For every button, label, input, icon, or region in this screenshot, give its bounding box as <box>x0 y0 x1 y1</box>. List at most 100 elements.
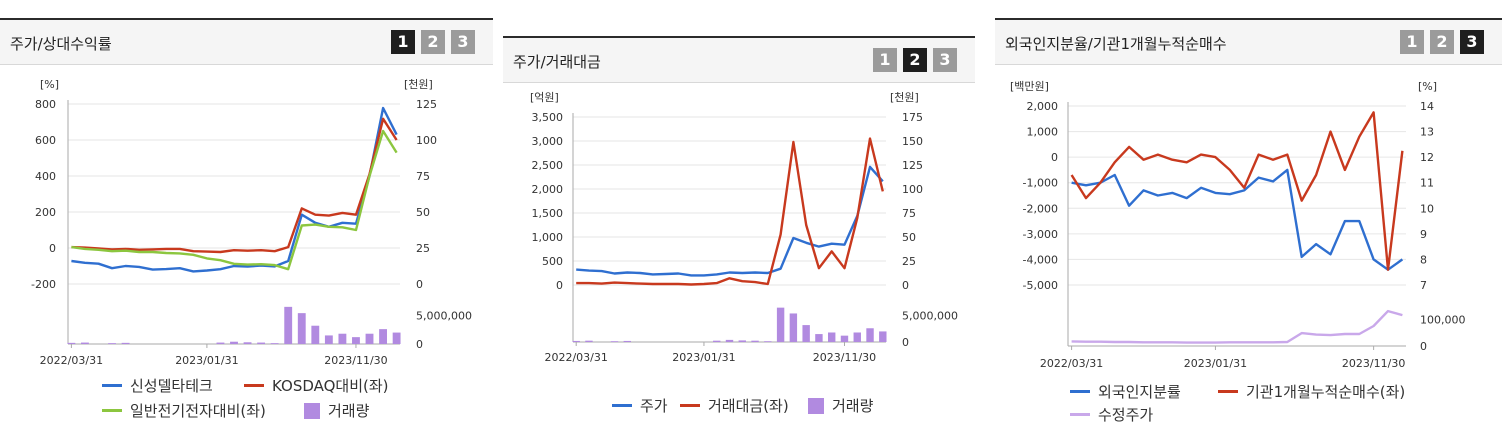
right-tick-label: 13 <box>1420 126 1434 139</box>
right-tick-label: 8 <box>1420 253 1427 266</box>
volume-bar <box>585 340 593 342</box>
chart-button-1[interactable]: 1 <box>391 30 415 54</box>
x-tick-label: 2023/01/31 <box>1184 357 1247 370</box>
chart-button-1[interactable]: 1 <box>1400 30 1424 54</box>
legend-label: 거래대금(좌) <box>708 397 789 415</box>
volume-bar <box>815 334 823 342</box>
left-tick-label: 500 <box>542 255 563 268</box>
legend-swatch <box>244 384 264 387</box>
volume-bar <box>379 329 387 344</box>
volume-bar <box>352 337 360 344</box>
volume-bar <box>270 343 279 344</box>
panel-header: 주가/상대수익률 1 2 3 <box>0 20 493 65</box>
left-axis-unit: [%] <box>40 78 59 91</box>
panel-title: 주가/거래대금 <box>513 53 601 71</box>
volume-bar <box>257 342 266 344</box>
left-tick-label: -3,000 <box>1023 228 1058 241</box>
chart-button-1[interactable]: 1 <box>873 48 897 72</box>
right-tick-label: 50 <box>902 231 916 244</box>
x-tick-label: 2023/11/30 <box>324 354 387 367</box>
left-tick-label: -200 <box>31 278 56 291</box>
left-tick-label: 800 <box>35 98 56 111</box>
volume-bar <box>751 340 759 342</box>
chart-button-2[interactable]: 2 <box>421 30 445 54</box>
volume-tick-label: 0 <box>1420 340 1427 353</box>
chart-button-2[interactable]: 2 <box>903 48 927 72</box>
chart-button-2[interactable]: 2 <box>1430 30 1454 54</box>
x-tick-label: 2023/11/30 <box>1342 357 1405 370</box>
left-tick-label: 2,000 <box>1027 100 1059 113</box>
right-tick-label: 12 <box>1420 151 1434 164</box>
volume-bar <box>866 328 874 342</box>
volume-bar <box>802 325 810 342</box>
legend-swatch <box>680 404 700 407</box>
right-tick-label: 100 <box>902 183 923 196</box>
chart-switch-buttons: 1 2 3 <box>391 30 475 54</box>
volume-bar <box>725 339 734 342</box>
volume-bar <box>230 341 238 344</box>
volume-bar <box>108 343 116 344</box>
right-tick-label: 50 <box>416 206 430 219</box>
right-tick-label: 11 <box>1420 177 1434 190</box>
chart-legend: 외국인지분률 기관1개월누적순매수(좌) 수정주가 <box>995 0 1502 424</box>
left-tick-label: 1,500 <box>532 207 564 220</box>
series-line <box>576 137 884 286</box>
chart-button-3[interactable]: 3 <box>933 48 957 72</box>
volume-bar <box>840 335 849 342</box>
chart-switch-buttons: 1 2 3 <box>1400 30 1484 54</box>
panel-title: 외국인지분율/기관1개월누적순매수 <box>1005 35 1227 53</box>
series-line <box>1070 111 1404 271</box>
left-tick-label: 0 <box>556 279 563 292</box>
volume-bar <box>324 335 333 344</box>
left-tick-label: 1,000 <box>1027 126 1059 139</box>
right-tick-label: 0 <box>902 279 909 292</box>
legend-label: 주가 <box>640 397 668 415</box>
x-tick-label: 2023/01/31 <box>672 351 735 364</box>
left-tick-label: 200 <box>35 206 56 219</box>
volume-tick-label: 5,000,000 <box>416 309 472 322</box>
left-axis-unit: [억원] <box>530 91 559 104</box>
x-tick-label: 2023/11/30 <box>813 351 876 364</box>
volume-bar <box>121 342 130 344</box>
left-tick-label: 1,000 <box>532 231 564 244</box>
right-tick-label: 150 <box>902 135 923 148</box>
x-tick-label: 2022/03/31 <box>40 354 103 367</box>
legend-item: 거래량 <box>304 400 369 421</box>
volume-bar <box>67 342 76 344</box>
legend-item: 주가 <box>612 395 668 416</box>
panel-top-border <box>503 36 975 38</box>
volume-bar <box>243 342 252 344</box>
legend-item: 거래량 <box>808 395 873 416</box>
series-line <box>1071 309 1403 344</box>
chart-canvas: [억원] [천원]05001,0001,5002,0002,5003,0003,5… <box>530 90 958 364</box>
left-tick-label: -1,000 <box>1023 177 1058 190</box>
panel-header: 주가/거래대금 1 2 3 <box>503 38 975 83</box>
chart-button-3[interactable]: 3 <box>451 30 475 54</box>
right-axis-unit: [천원] <box>404 77 433 91</box>
legend-swatch <box>304 402 320 419</box>
legend-label: 기관1개월누적순매수(좌) <box>1246 383 1406 401</box>
legend-item: KOSDAQ대비(좌) <box>244 375 389 396</box>
chart-canvas: [백만원] [%] -5,000 -4,000 -3,000 -2,000 -1,000 0 1… <box>1010 80 1466 370</box>
volume-bar <box>216 342 225 344</box>
series-line <box>71 117 398 254</box>
right-tick-label: 75 <box>416 170 430 183</box>
legend-swatch <box>102 384 122 387</box>
legend-item: 신성델타테크 <box>102 375 213 396</box>
volume-tick-label: 100,000 <box>1420 313 1466 326</box>
right-axis-unit: [%] <box>1418 80 1437 93</box>
volume-tick-label: 5,000,000 <box>902 310 958 323</box>
volume-bar <box>776 307 785 342</box>
right-tick-label: 25 <box>902 255 916 268</box>
right-tick-label: 100 <box>416 134 437 147</box>
legend-item: 외국인지분률 <box>1070 381 1181 402</box>
legend-label: 거래량 <box>328 402 370 420</box>
right-tick-label: 0 <box>416 278 423 291</box>
volume-bar <box>610 341 619 342</box>
right-tick-label: 75 <box>902 207 916 220</box>
legend-label: 일반전기전자대비(좌) <box>130 402 266 420</box>
chart-button-3[interactable]: 3 <box>1460 30 1484 54</box>
right-tick-label: 14 <box>1420 100 1434 113</box>
left-tick-label: 0 <box>49 242 56 255</box>
right-tick-label: 175 <box>902 111 923 124</box>
